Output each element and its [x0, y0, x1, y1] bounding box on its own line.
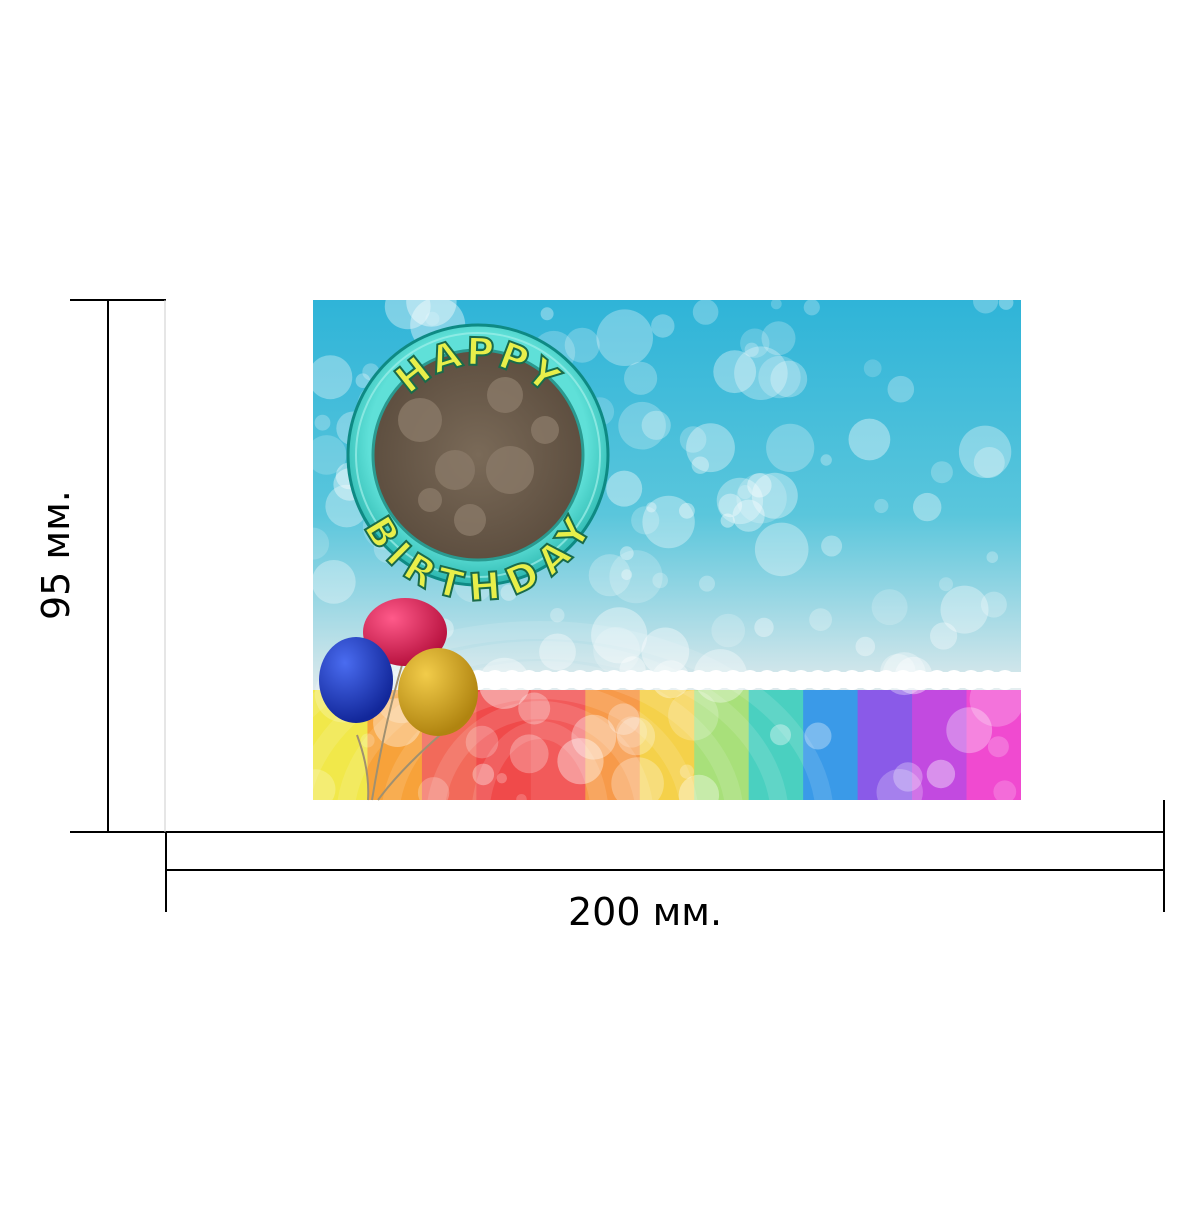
rainbow-stripes	[313, 621, 1021, 800]
card-artwork	[313, 300, 1021, 800]
scallop-border	[468, 670, 1021, 690]
balloons	[319, 598, 478, 801]
dimension-lines	[70, 299, 1165, 912]
birthday-badge: HAPPY BIRTHDAY	[346, 323, 610, 611]
width-dimension-label: 200 мм.	[568, 890, 723, 934]
height-dimension-label: 95 мм.	[34, 490, 78, 620]
balloon-icon	[319, 598, 478, 736]
